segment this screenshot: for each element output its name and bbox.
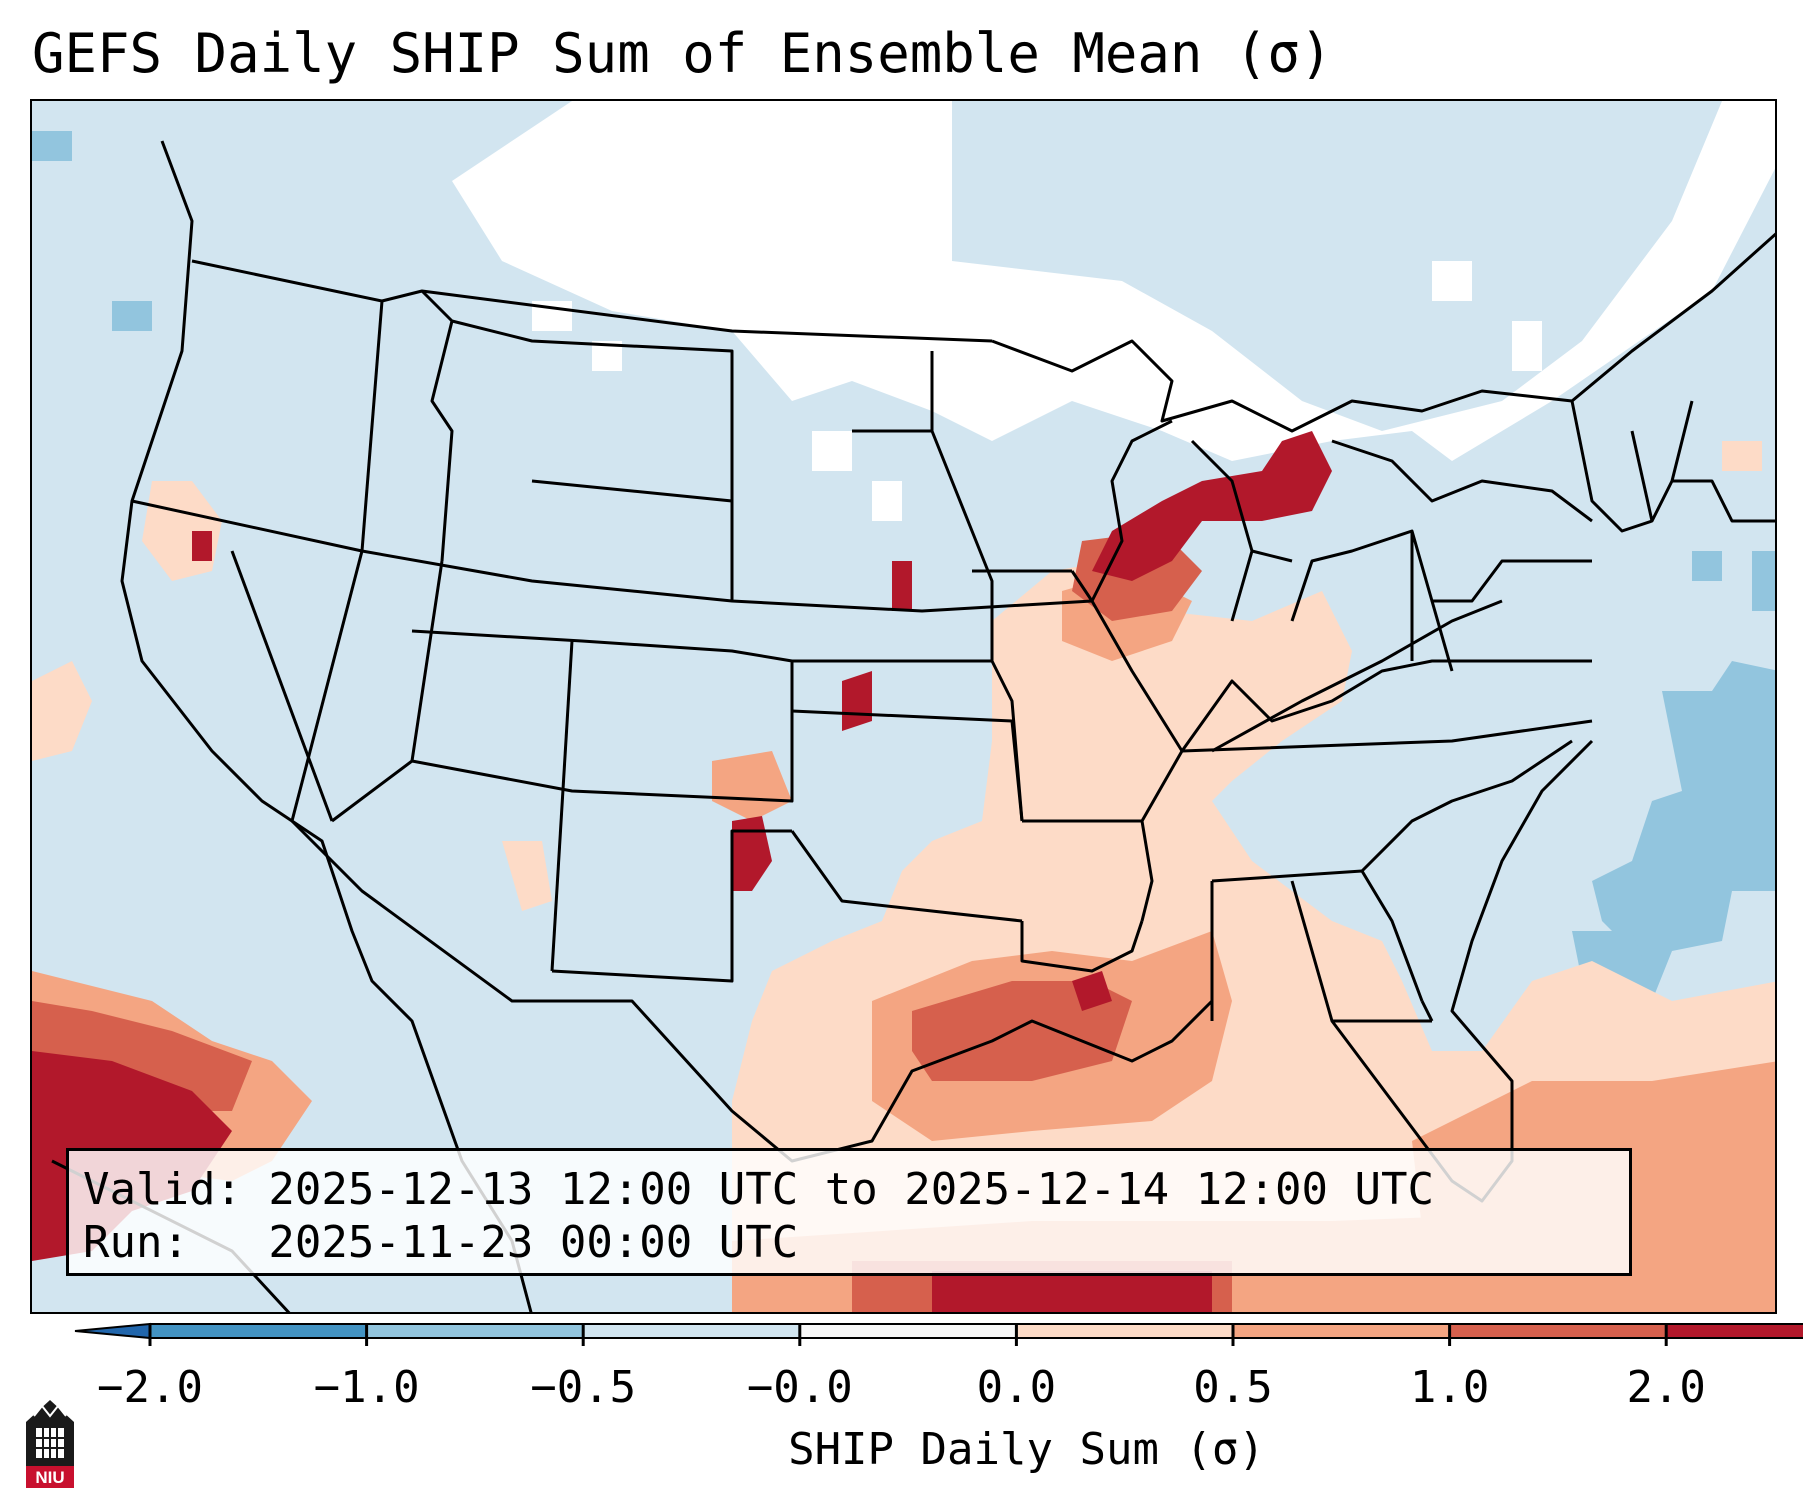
niu-logo: NIU xyxy=(26,1400,74,1488)
colorbar-tick-label: 1.0 xyxy=(1409,1362,1490,1413)
colorbar-swatch xyxy=(1666,1324,1803,1338)
colorbar-swatch xyxy=(150,1324,367,1338)
colorbar-tick-label: −1.0 xyxy=(313,1362,420,1413)
neutral-region xyxy=(452,101,1775,521)
colorbar-swatch xyxy=(366,1324,584,1338)
colorbar-extend-low xyxy=(74,1322,151,1340)
colorbar-tick-label: 0.0 xyxy=(976,1362,1057,1413)
logo-text: NIU xyxy=(35,1468,64,1487)
colorbar-tick-label: −0.0 xyxy=(746,1362,853,1413)
colorbar-tick-label: −0.5 xyxy=(530,1362,637,1413)
map-title: GEFS Daily SHIP Sum of Ensemble Mean (σ) xyxy=(32,22,1333,85)
colorbar-swatch xyxy=(1233,1324,1450,1338)
colorbar-swatch xyxy=(583,1324,800,1338)
ship-anomaly-map xyxy=(32,101,1775,1312)
valid-run-info-box: Valid: 2025-12-13 12:00 UTC to 2025-12-1… xyxy=(66,1148,1632,1276)
colorbar-swatch xyxy=(799,1324,1017,1338)
political-boundaries xyxy=(51,140,1775,1312)
colorbar-swatch xyxy=(1449,1324,1667,1338)
colorbar-tick-label: −2.0 xyxy=(97,1362,203,1413)
colorbar xyxy=(74,1322,1803,1346)
colorbar-tick-label: 0.5 xyxy=(1193,1362,1273,1413)
negative-anomaly-region xyxy=(32,131,1775,1001)
run-time-text: Run: 2025-11-23 00:00 UTC xyxy=(83,1217,799,1268)
colorbar-swatch xyxy=(1016,1324,1233,1338)
valid-time-text: Valid: 2025-12-13 12:00 UTC to 2025-12-1… xyxy=(83,1164,1435,1215)
map-panel xyxy=(30,99,1777,1314)
colorbar-label: SHIP Daily Sum (σ) xyxy=(788,1424,1265,1475)
colorbar-tick-label: 2.0 xyxy=(1626,1362,1706,1413)
